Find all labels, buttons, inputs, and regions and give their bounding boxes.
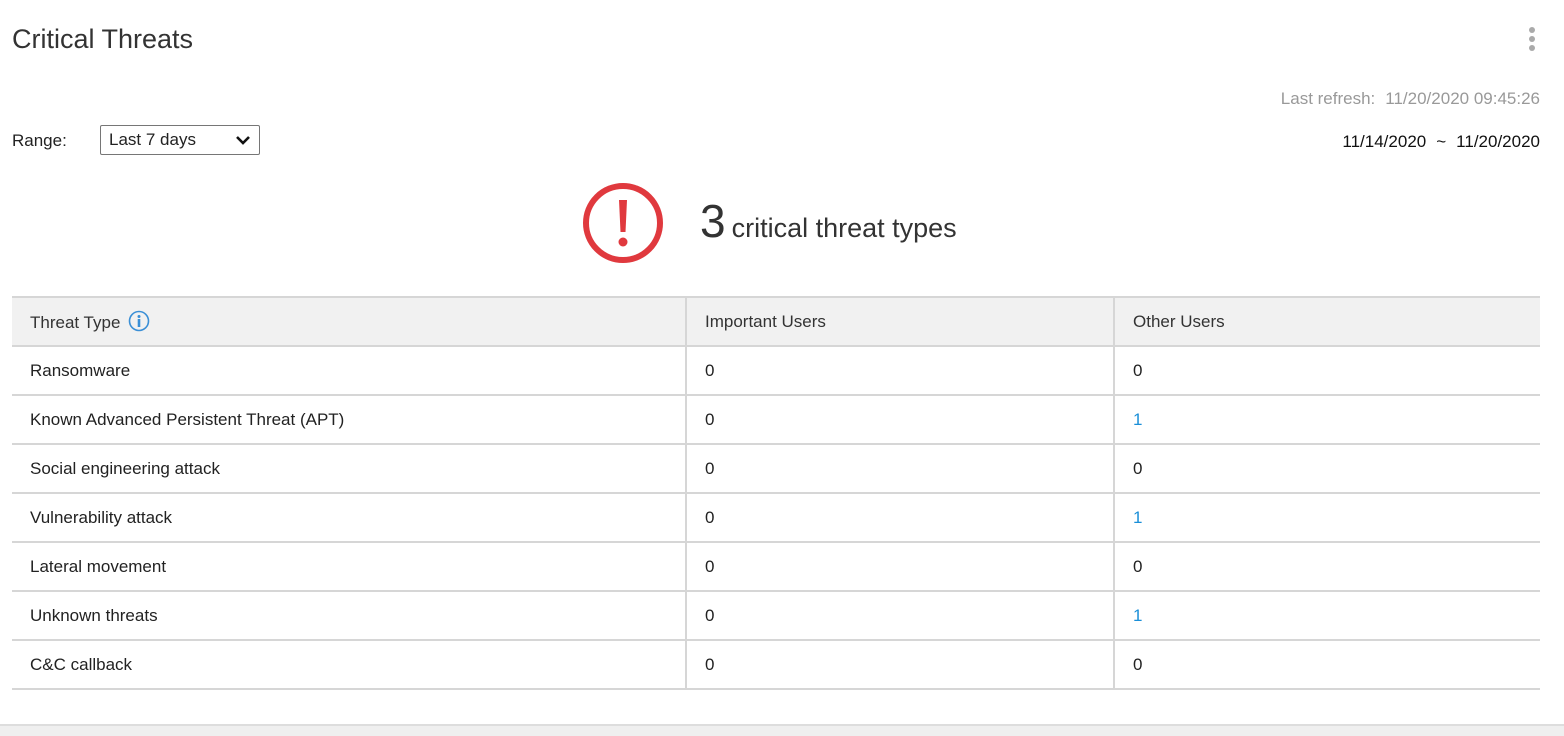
header-threat-type: Threat Type bbox=[12, 296, 686, 347]
date-range: 11/14/2020 ~11/20/2020 bbox=[1342, 132, 1540, 152]
threat-type-cell: Social engineering attack bbox=[12, 443, 686, 494]
threat-count: 3 bbox=[700, 195, 726, 247]
table-row: Ransomware 0 0 bbox=[12, 345, 1540, 396]
other-users-cell: 0 bbox=[1113, 541, 1540, 592]
threat-type-cell: Known Advanced Persistent Threat (APT) bbox=[12, 394, 686, 445]
range-selected-value: Last 7 days bbox=[109, 130, 196, 149]
important-users-cell: 0 bbox=[685, 639, 1114, 690]
threat-type-cell: Lateral movement bbox=[12, 541, 686, 592]
table-row: Vulnerability attack 0 1 bbox=[12, 492, 1540, 543]
threat-type-cell: C&C callback bbox=[12, 639, 686, 690]
range-label: Range: bbox=[12, 131, 67, 150]
table-header-row: Threat Type Important Users Other Users bbox=[12, 296, 1540, 347]
other-users-cell[interactable]: 1 bbox=[1113, 590, 1540, 641]
important-users-cell: 0 bbox=[685, 345, 1114, 396]
important-users-cell: 0 bbox=[685, 394, 1114, 445]
other-users-cell: 0 bbox=[1113, 345, 1540, 396]
footer-band bbox=[0, 724, 1564, 736]
header-other-users: Other Users bbox=[1113, 296, 1540, 347]
date-separator: ~ bbox=[1436, 132, 1447, 151]
table-row: C&C callback 0 0 bbox=[12, 639, 1540, 690]
threat-type-cell: Ransomware bbox=[12, 345, 686, 396]
important-users-cell: 0 bbox=[685, 443, 1114, 494]
last-refresh: Last refresh: 11/20/2020 09:45:26 bbox=[1281, 89, 1540, 109]
important-users-cell: 0 bbox=[685, 492, 1114, 543]
kebab-menu-icon[interactable] bbox=[1526, 27, 1538, 57]
threat-summary-text: critical threat types bbox=[731, 213, 957, 243]
other-users-cell[interactable]: 1 bbox=[1113, 394, 1540, 445]
table-row: Unknown threats 0 1 bbox=[12, 590, 1540, 641]
info-icon[interactable] bbox=[128, 310, 150, 332]
date-to: 11/20/2020 bbox=[1456, 132, 1540, 151]
other-users-cell: 0 bbox=[1113, 639, 1540, 690]
widget-title: Critical Threats bbox=[12, 24, 194, 54]
last-refresh-label: Last refresh: bbox=[1280, 89, 1376, 108]
threats-table: Threat Type Important Users Other Users … bbox=[12, 296, 1540, 690]
other-users-cell[interactable]: 1 bbox=[1113, 492, 1540, 543]
table-row: Lateral movement 0 0 bbox=[12, 541, 1540, 592]
chevron-down-icon bbox=[236, 136, 250, 145]
other-users-cell: 0 bbox=[1113, 443, 1540, 494]
threat-type-cell: Unknown threats bbox=[12, 590, 686, 641]
table-row: Known Advanced Persistent Threat (APT) 0 1 bbox=[12, 394, 1540, 445]
important-users-cell: 0 bbox=[685, 590, 1114, 641]
header-label: Threat Type bbox=[30, 313, 121, 332]
table-row: Social engineering attack 0 0 bbox=[12, 443, 1540, 494]
alert-circle-icon bbox=[583, 183, 663, 263]
range-select[interactable]: Last 7 days bbox=[100, 125, 260, 155]
date-from: 11/14/2020 bbox=[1342, 132, 1427, 151]
header-important-users: Important Users bbox=[685, 296, 1114, 347]
last-refresh-value: 11/20/2020 09:45:26 bbox=[1385, 89, 1540, 108]
threat-type-cell: Vulnerability attack bbox=[12, 492, 686, 543]
threat-summary: 3 critical threat types bbox=[700, 194, 957, 248]
important-users-cell: 0 bbox=[685, 541, 1114, 592]
